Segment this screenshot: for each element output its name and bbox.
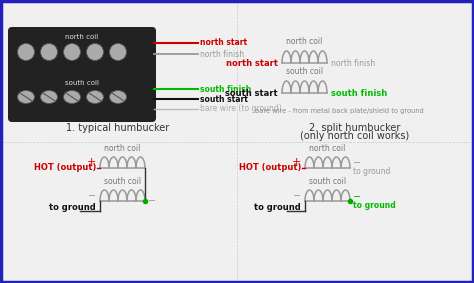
- Circle shape: [18, 44, 35, 61]
- Text: south finish: south finish: [200, 85, 251, 94]
- Text: (only north coil works): (only north coil works): [301, 131, 410, 141]
- Text: to ground: to ground: [254, 203, 301, 211]
- Text: north start: north start: [226, 59, 278, 68]
- Text: south start: south start: [200, 95, 248, 104]
- Text: to ground: to ground: [49, 203, 96, 211]
- Text: to ground: to ground: [353, 166, 391, 175]
- Text: south coil: south coil: [104, 177, 141, 186]
- Circle shape: [109, 44, 127, 61]
- Text: south coil: south coil: [286, 67, 323, 76]
- Circle shape: [40, 44, 57, 61]
- Text: 2. split humbucker: 2. split humbucker: [310, 123, 401, 133]
- Text: HOT (output): HOT (output): [34, 164, 96, 173]
- Text: bare wire - from metal back plate/shield to ground: bare wire - from metal back plate/shield…: [255, 108, 424, 114]
- Text: north coil: north coil: [65, 34, 99, 40]
- Text: south finish: south finish: [331, 89, 387, 98]
- Ellipse shape: [109, 91, 127, 104]
- Text: −: −: [353, 192, 361, 202]
- Text: north coil: north coil: [310, 144, 346, 153]
- Text: north finish: north finish: [331, 59, 375, 68]
- Ellipse shape: [18, 91, 35, 104]
- Text: +: +: [87, 157, 96, 167]
- Text: north coil: north coil: [104, 144, 141, 153]
- Text: −: −: [353, 158, 361, 168]
- FancyBboxPatch shape: [8, 27, 156, 77]
- Text: HOT (output): HOT (output): [238, 164, 301, 173]
- Text: −: −: [148, 196, 156, 206]
- Ellipse shape: [64, 91, 81, 104]
- Text: −: −: [88, 191, 96, 201]
- FancyBboxPatch shape: [8, 72, 156, 122]
- Text: 1. typical humbucker: 1. typical humbucker: [66, 123, 170, 133]
- Text: +: +: [292, 157, 301, 167]
- Text: −: −: [293, 191, 301, 201]
- Text: to ground: to ground: [353, 200, 396, 209]
- Circle shape: [86, 44, 103, 61]
- Circle shape: [64, 44, 81, 61]
- Text: bare wire (to ground): bare wire (to ground): [200, 104, 282, 113]
- Text: south coil: south coil: [309, 177, 346, 186]
- Text: south start: south start: [225, 89, 278, 98]
- Text: north start: north start: [200, 38, 247, 47]
- Ellipse shape: [86, 91, 103, 104]
- Ellipse shape: [40, 91, 57, 104]
- Text: south coil: south coil: [65, 80, 99, 86]
- Text: north finish: north finish: [200, 50, 244, 59]
- Text: north coil: north coil: [286, 37, 323, 46]
